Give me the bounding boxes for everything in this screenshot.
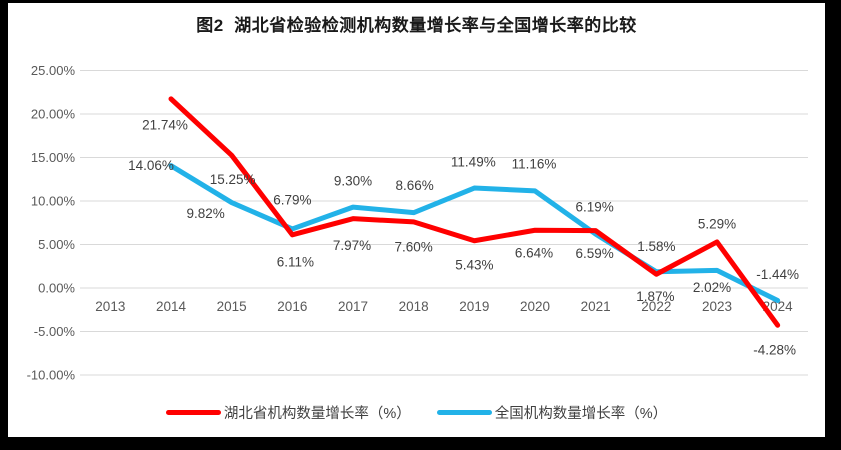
data-label-hubei: 21.74% bbox=[142, 117, 188, 132]
data-label-hubei: 1.58% bbox=[637, 239, 675, 254]
series-line-national bbox=[168, 163, 781, 304]
x-tick-label: 2023 bbox=[702, 299, 732, 314]
y-tick-label: 15.00% bbox=[31, 150, 76, 165]
data-label-hubei: 6.64% bbox=[515, 246, 553, 261]
y-tick-label: 10.00% bbox=[31, 194, 76, 209]
x-tick-label: 2021 bbox=[581, 299, 611, 314]
y-tick-label: 25.00% bbox=[31, 63, 76, 78]
legend-label-hubei: 湖北省机构数量增长率（%） bbox=[223, 406, 411, 422]
data-label-national: 11.49% bbox=[451, 155, 496, 170]
data-label-national: -1.44% bbox=[756, 267, 799, 282]
data-label-national: 9.82% bbox=[187, 206, 225, 221]
hubei-line-swatch bbox=[165, 410, 221, 415]
data-label-hubei: 6.11% bbox=[277, 254, 314, 269]
legend-item-national: 全国机构数量增长率（%） bbox=[436, 402, 668, 423]
national-line-swatch bbox=[436, 410, 492, 415]
y-tick-label: 5.00% bbox=[38, 237, 75, 252]
y-tick-label: -10.00% bbox=[27, 368, 76, 383]
data-label-national: 2.02% bbox=[693, 280, 731, 295]
data-label-national: 9.30% bbox=[334, 174, 372, 189]
data-label-hubei: -4.28% bbox=[753, 343, 796, 358]
y-tick-label: 20.00% bbox=[31, 107, 76, 122]
x-tick-label: 2020 bbox=[520, 299, 550, 314]
data-label-national: 8.66% bbox=[396, 178, 434, 193]
data-label-national: 11.16% bbox=[512, 156, 557, 171]
data-label-national: 1.87% bbox=[636, 289, 674, 304]
data-label-hubei: 15.25% bbox=[210, 172, 256, 187]
x-tick-label: 2024 bbox=[763, 299, 794, 314]
data-label-national: 14.06% bbox=[128, 158, 174, 173]
legend-label-national: 全国机构数量增长率（%） bbox=[494, 406, 668, 422]
data-label-hubei: 7.97% bbox=[333, 238, 371, 253]
data-label-national: 6.19% bbox=[576, 200, 614, 215]
chart-canvas: 图2 湖北省检验检测机构数量增长率与全国增长率的比较 25.00% 20.00% 1… bbox=[8, 3, 825, 437]
x-tick-label: 2015 bbox=[217, 299, 247, 314]
x-tick-label: 2013 bbox=[95, 299, 125, 314]
data-label-hubei: 5.29% bbox=[698, 216, 736, 231]
series-line-hubei bbox=[168, 96, 781, 328]
chart-title: 图2 湖北省检验检测机构数量增长率与全国增长率的比较 bbox=[196, 16, 637, 35]
x-tick-label: 2019 bbox=[459, 299, 489, 314]
y-tick-label: 0.00% bbox=[38, 281, 75, 296]
data-label-hubei: 6.59% bbox=[576, 246, 614, 261]
legend: 湖北省机构数量增长率（%） 全国机构数量增长率（%） bbox=[8, 402, 825, 423]
data-label-national: 6.79% bbox=[273, 192, 311, 207]
x-tick-label: 2022 bbox=[641, 299, 671, 314]
data-label-hubei: 5.43% bbox=[455, 257, 493, 272]
legend-item-hubei: 湖北省机构数量增长率（%） bbox=[165, 402, 411, 423]
x-tick-label: 2017 bbox=[338, 299, 368, 314]
x-tick-label: 2014 bbox=[156, 299, 187, 314]
x-tick-label: 2016 bbox=[277, 299, 307, 314]
y-tick-label: -5.00% bbox=[34, 324, 76, 339]
line-chart: 25.00% 20.00% 15.00% 10.00% 5.00% 0.00% -5.00%… bbox=[27, 63, 808, 383]
data-label-hubei: 7.60% bbox=[395, 239, 433, 254]
x-tick-label: 2018 bbox=[399, 299, 429, 314]
